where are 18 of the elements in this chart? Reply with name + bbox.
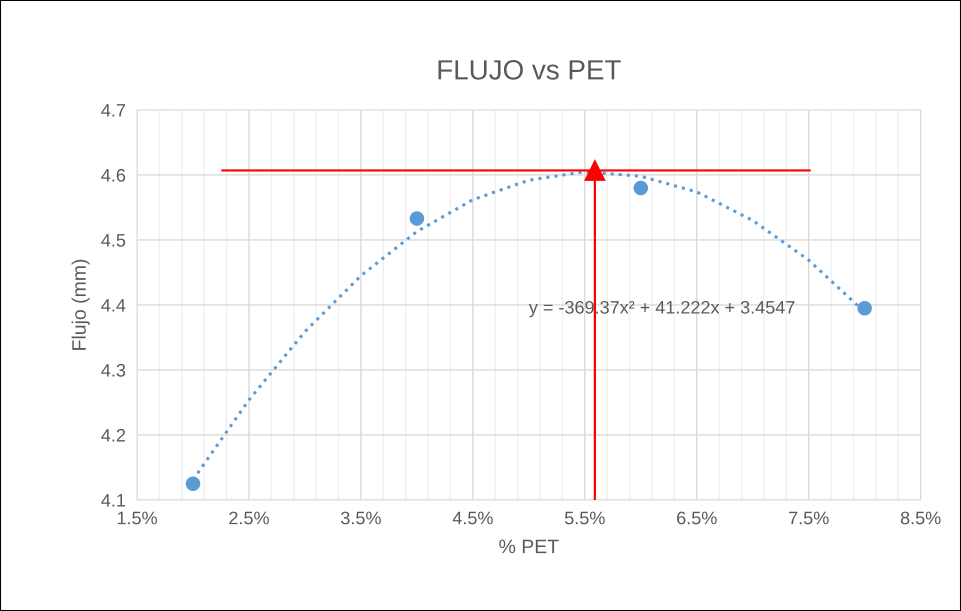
y-axis-title: Flujo (mm) — [72, 260, 90, 350]
x-axis-title: % PET — [499, 540, 559, 554]
y-tick-label: 4.2 — [101, 428, 126, 442]
x-tick-label: 3.5% — [341, 512, 381, 524]
x-tick-label: 6.5% — [677, 512, 717, 524]
y-tick-label: 4.4 — [101, 299, 126, 312]
x-tick-label: 8.5% — [900, 512, 941, 524]
y-tick-label: 4.6 — [101, 168, 126, 182]
x-tick-label: 2.5% — [229, 512, 269, 524]
x-tick-label: 5.5% — [564, 512, 605, 524]
y-tick-label: 4.7 — [101, 104, 126, 117]
y-tick-label: 4.5 — [101, 234, 126, 247]
x-tick-label: 7.5% — [789, 512, 829, 524]
y-tick-label: 4.1 — [101, 494, 126, 507]
x-tick-label: 1.5% — [118, 512, 157, 524]
chart-title: FLUJO vs PET — [438, 60, 621, 80]
y-tick-label: 4.3 — [101, 364, 126, 377]
x-tick-label: 4.5% — [452, 512, 493, 524]
